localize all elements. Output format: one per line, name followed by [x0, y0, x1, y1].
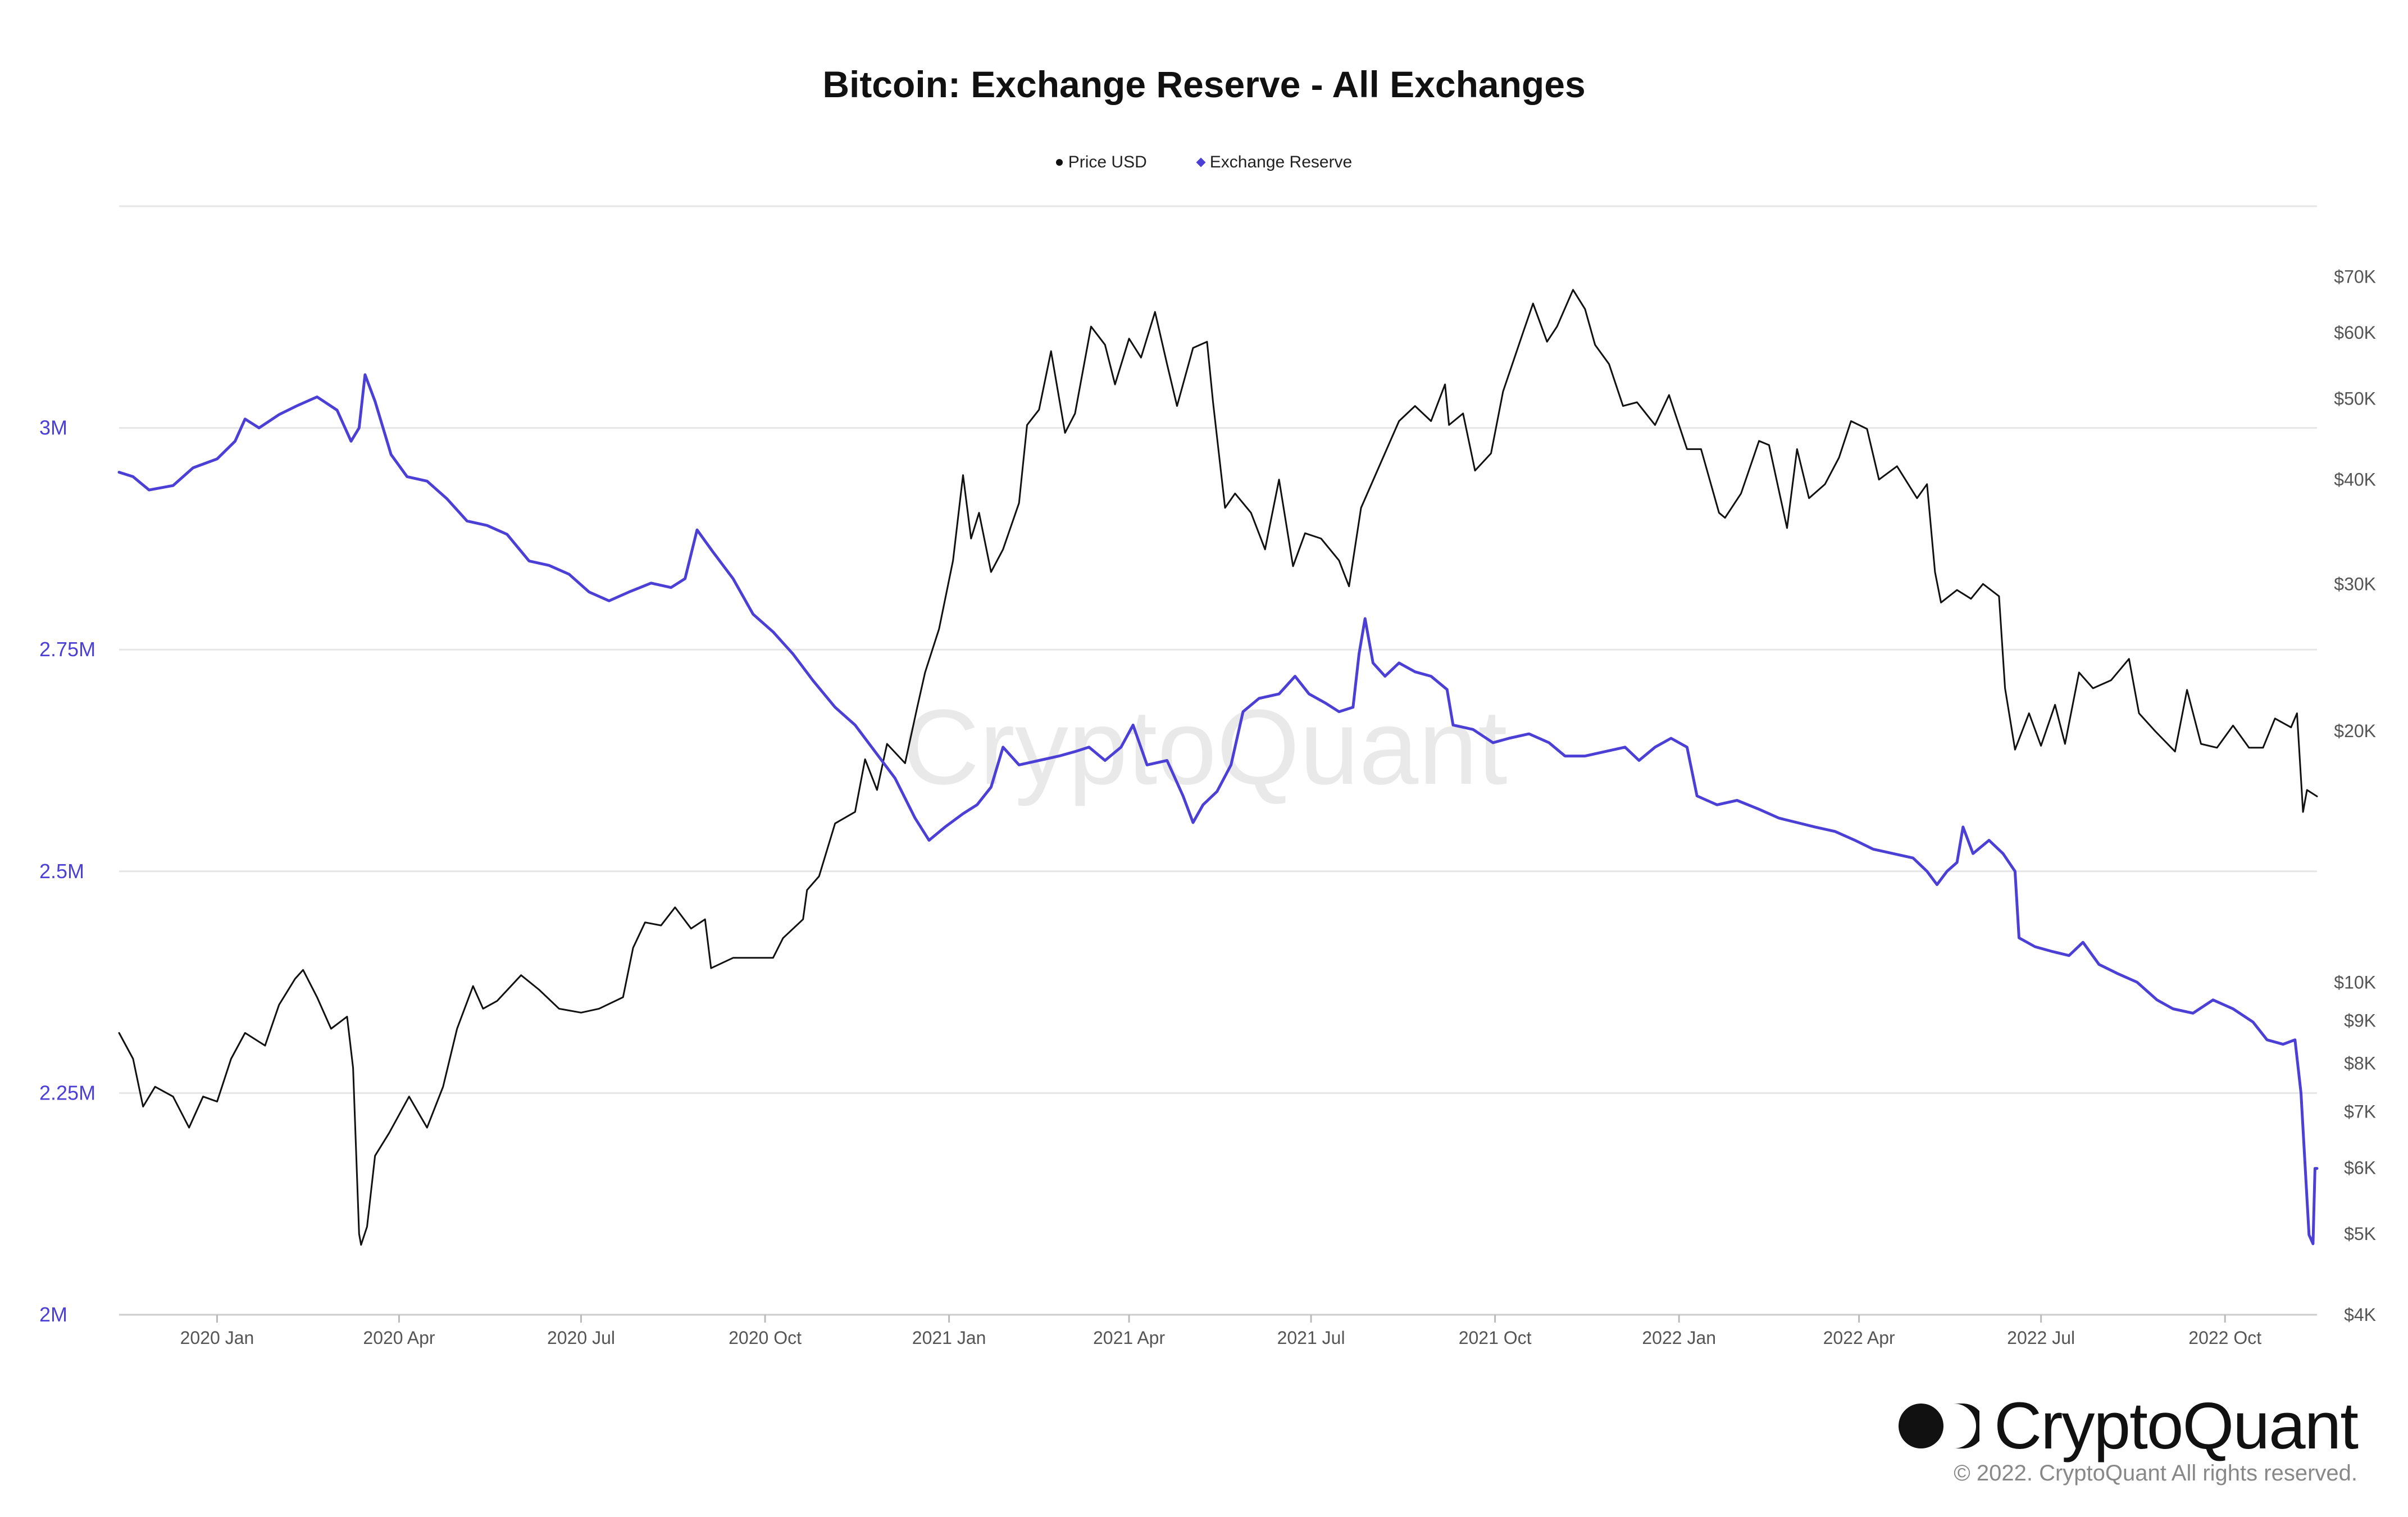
right-axis-tick-label: $50K — [2334, 389, 2376, 409]
right-axis-tick-label: $30K — [2334, 574, 2376, 594]
brand-logo: CryptoQuant — [1895, 1388, 2359, 1464]
left-axis-tick-label: 2.5M — [39, 860, 84, 883]
price-usd-line — [118, 289, 2318, 1246]
right-axis-tick-label: $7K — [2344, 1102, 2376, 1122]
right-axis-tick-label: $10K — [2334, 972, 2376, 992]
right-axis-tick-label: $9K — [2344, 1011, 2376, 1031]
x-axis-tick-label: 2020 Apr — [363, 1328, 435, 1348]
right-axis-tick-label: $20K — [2334, 721, 2376, 741]
x-axis-tick-label: 2020 Jul — [547, 1328, 615, 1348]
x-axis-tick-label: 2020 Oct — [729, 1328, 802, 1348]
legend-label-reserve: Exchange Reserve — [1209, 153, 1353, 171]
grid-lines — [119, 205, 2317, 1316]
left-axis-tick-label: 3M — [39, 416, 67, 439]
right-axis: $4K $5K $6K $7K $8K $9K $10K $20K $30K $40K $50K $6… — [2334, 266, 2376, 1325]
watermark-text: CryptoQuant — [902, 688, 1507, 807]
left-axis-tick-label: 2M — [39, 1303, 67, 1326]
chart-legend: Price USD Exchange Reserve — [0, 153, 2408, 172]
x-axis-tick-label: 2022 Jul — [2007, 1328, 2075, 1348]
series-layer — [117, 289, 2319, 1246]
right-axis-tick-label: $70K — [2334, 266, 2376, 287]
x-axis-tick-label: 2021 Jul — [1277, 1328, 1345, 1348]
left-axis: 2M 2.25M 2.5M 2.75M 3M — [39, 416, 95, 1326]
x-axis-tick-label: 2022 Oct — [2188, 1328, 2261, 1348]
right-axis-tick-label: $60K — [2334, 323, 2376, 343]
chart-title: Bitcoin: Exchange Reserve - All Exchange… — [822, 63, 1586, 105]
x-axis-tick-label: 2022 Apr — [1823, 1328, 1895, 1348]
legend-dot-icon — [1055, 159, 1063, 166]
cryptoquant-logo-icon — [1899, 1404, 1979, 1448]
copyright-text: © 2022. CryptoQuant All rights reserved. — [1954, 1461, 2357, 1486]
x-axis-tick-label: 2021 Apr — [1093, 1328, 1165, 1348]
legend-label-price: Price USD — [1068, 153, 1147, 171]
left-axis-tick-label: 2.75M — [39, 638, 95, 661]
right-axis-tick-label: $8K — [2344, 1053, 2376, 1074]
x-axis-tick-label: 2021 Oct — [1459, 1328, 1532, 1348]
exchange-reserve-line — [117, 373, 2319, 1246]
legend-item-reserve[interactable]: Exchange Reserve — [1196, 153, 1353, 172]
right-axis-tick-label: $6K — [2344, 1157, 2376, 1178]
x-axis: 2020 Jan 2020 Apr 2020 Jul 2020 Oct 2021 Jan… — [180, 1315, 2261, 1348]
x-axis-tick-label: 2020 Jan — [180, 1328, 254, 1348]
right-axis-tick-label: $4K — [2344, 1305, 2376, 1325]
x-axis-tick-label: 2021 Jan — [912, 1328, 986, 1348]
legend-item-price[interactable]: Price USD — [1055, 153, 1147, 172]
logo-text: CryptoQuant — [1994, 1389, 2359, 1463]
x-axis-tick-label: 2022 Jan — [1642, 1328, 1716, 1348]
right-axis-tick-label: $40K — [2334, 470, 2376, 490]
right-axis-tick-label: $5K — [2344, 1224, 2376, 1244]
left-axis-tick-label: 2.25M — [39, 1081, 95, 1104]
